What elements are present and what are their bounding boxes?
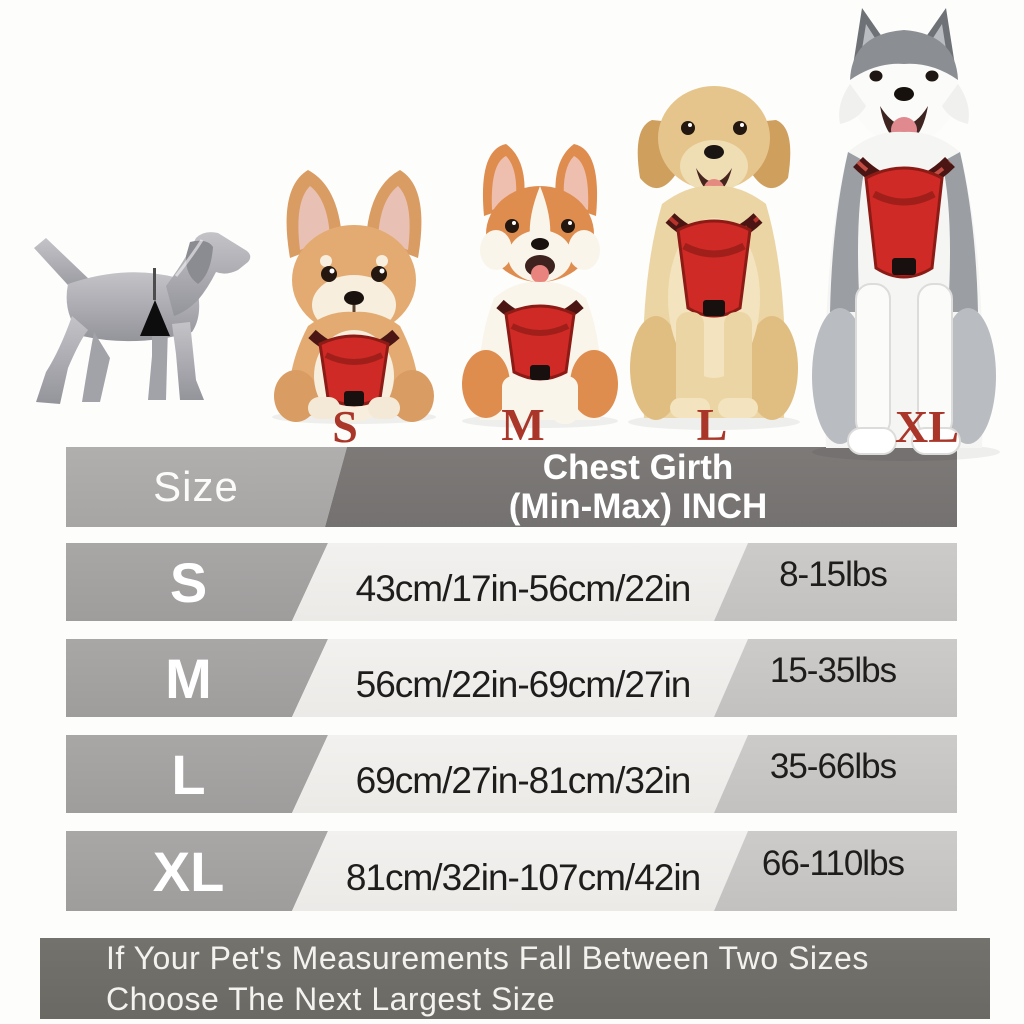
dog-measuring-silhouette-icon [34, 232, 251, 404]
row-xl-weight-bg [714, 831, 957, 911]
header-size-cell-bg [66, 447, 347, 527]
table-row-l: L 69cm/27in-81cm/32in 35-66lbs [66, 735, 957, 813]
row-m-label-bg [66, 639, 328, 717]
dog-lineup: S M L XL [0, 0, 1024, 470]
row-xl-size: XL [152, 839, 225, 903]
row-s-girth: 43cm/17in-56cm/22in [355, 568, 692, 609]
header-size-label: Size [153, 463, 239, 510]
table-header-row: Size Chest Girth (Min-Max) INCH [66, 447, 957, 527]
row-s-weight: 8-15lbs [779, 555, 888, 594]
row-s-weight-bg [714, 543, 957, 621]
row-xl-label-bg [66, 831, 328, 911]
size-chart-table: Size Chest Girth (Min-Max) INCH S 43cm/1… [66, 447, 957, 912]
row-l-girth: 69cm/27in-81cm/32in [355, 760, 692, 801]
row-l-weight: 35-66lbs [769, 747, 897, 786]
row-l-label-bg [66, 735, 328, 813]
table-row-s: S 43cm/17in-56cm/22in 8-15lbs [66, 543, 957, 621]
header-girth-line2: (Min-Max) INCH [508, 487, 768, 526]
note-line2: Choose The Next Largest Size [106, 980, 556, 1017]
row-m-weight-bg [714, 639, 957, 717]
size-note-banner: If Your Pet's Measurements Fall Between … [40, 938, 990, 1019]
header-girth-cell-bg [325, 447, 957, 527]
row-s-girth-bg [292, 543, 748, 621]
row-s-label-bg [66, 543, 328, 621]
row-l-size: L [171, 742, 206, 806]
header-girth-label: Chest Girth (Min-Max) INCH [328, 447, 948, 527]
header-girth-line1: Chest Girth [542, 448, 734, 487]
row-l-weight-bg [714, 735, 957, 813]
row-m-size: M [165, 646, 212, 710]
husky-xlarge-photo [812, 8, 1000, 461]
row-xl-weight: 66-110lbs [761, 844, 905, 883]
row-s-size: S [169, 550, 208, 614]
size-marker-s: S [332, 401, 358, 452]
row-l-girth-bg [292, 735, 748, 813]
table-row-m: M 56cm/22in-69cm/27in 15-35lbs [66, 639, 957, 717]
row-xl-girth: 81cm/32in-107cm/42in [345, 857, 701, 898]
golden-retriever-large-photo [628, 86, 800, 430]
corgi-medium-photo [462, 144, 618, 428]
size-marker-xl: XL [895, 401, 959, 452]
row-m-girth-bg [292, 639, 748, 717]
puppy-small-photo [272, 170, 436, 424]
row-m-weight: 15-35lbs [769, 651, 897, 690]
row-xl-girth-bg [292, 831, 748, 911]
note-line1: If Your Pet's Measurements Fall Between … [106, 939, 869, 976]
size-marker-l: L [696, 399, 728, 450]
row-m-girth: 56cm/22in-69cm/27in [355, 664, 692, 705]
size-marker-m: M [501, 399, 545, 450]
table-row-xl: XL 81cm/32in-107cm/42in 66-110lbs [66, 831, 957, 911]
